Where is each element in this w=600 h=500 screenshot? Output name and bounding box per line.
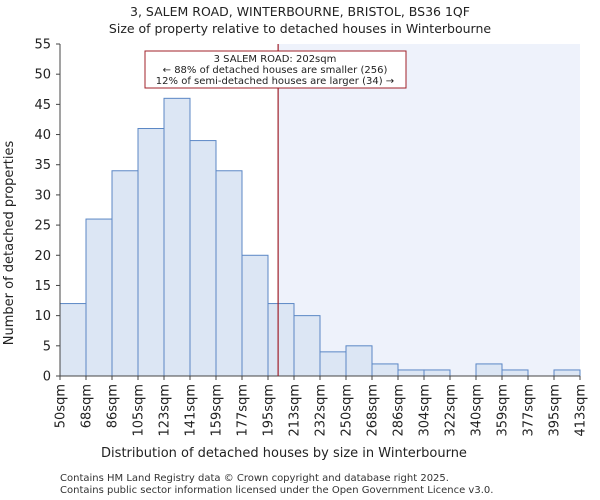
x-tick-label: 377sqm xyxy=(522,384,537,437)
histogram-bar xyxy=(59,303,87,377)
y-tick-label: 5 xyxy=(43,339,51,354)
histogram-bar xyxy=(111,170,139,377)
y-axis-title: Number of detached properties xyxy=(2,141,17,346)
histogram-bar xyxy=(371,363,399,377)
histogram-bar xyxy=(293,315,321,377)
x-tick-label: 159sqm xyxy=(210,384,225,437)
histogram-bar xyxy=(163,97,191,377)
y-tick-label: 30 xyxy=(34,188,51,203)
histogram-bar xyxy=(553,369,581,377)
x-tick-label: 50sqm xyxy=(54,384,69,428)
x-tick-label: 268sqm xyxy=(366,384,381,437)
histogram-bar xyxy=(267,303,295,377)
x-tick-label: 195sqm xyxy=(262,384,277,437)
x-tick-label: 68sqm xyxy=(80,384,95,428)
histogram-bar xyxy=(475,363,503,377)
y-tick-label: 40 xyxy=(34,128,51,143)
x-tick-label: 213sqm xyxy=(288,384,303,437)
y-tick-label: 55 xyxy=(34,38,51,53)
x-tick-label: 250sqm xyxy=(340,384,355,437)
y-tick-label: 20 xyxy=(34,249,51,264)
x-tick-label: 86sqm xyxy=(106,384,121,428)
annotation-box xyxy=(144,50,407,89)
histogram-bar xyxy=(423,369,451,377)
annotation-line-3: 12% of semi-detached houses are larger (… xyxy=(156,76,394,87)
histogram-bar xyxy=(215,170,243,377)
annotation-line-2: ← 88% of detached houses are smaller (25… xyxy=(163,65,388,76)
x-tick-label: 340sqm xyxy=(470,384,485,437)
y-tick-label: 0 xyxy=(43,370,51,385)
histogram-bar xyxy=(241,254,269,377)
y-tick-label: 25 xyxy=(34,219,51,234)
histogram-bar xyxy=(501,369,529,377)
chart-title-address: 3, SALEM ROAD, WINTERBOURNE, BRISTOL, BS… xyxy=(130,4,470,19)
x-tick-label: 359sqm xyxy=(496,384,511,437)
y-tick-label: 35 xyxy=(34,158,51,173)
footer-licence: Contains public sector information licen… xyxy=(60,485,494,496)
histogram-bar xyxy=(137,128,165,377)
x-axis-title: Distribution of detached houses by size … xyxy=(101,446,467,461)
chart-title: Size of property relative to detached ho… xyxy=(108,21,492,36)
y-tick-label: 10 xyxy=(34,309,51,324)
x-tick-label: 141sqm xyxy=(184,384,199,437)
x-tick-label: 304sqm xyxy=(418,384,433,437)
histogram-bar xyxy=(397,369,425,377)
y-tick-label: 15 xyxy=(34,279,51,294)
x-tick-label: 232sqm xyxy=(314,384,329,437)
x-tick-label: 177sqm xyxy=(236,384,251,437)
histogram-bar xyxy=(345,345,373,377)
histogram-bar xyxy=(85,218,113,377)
x-tick-label: 413sqm xyxy=(574,384,589,437)
larger-region-shade xyxy=(278,44,580,376)
x-tick-label: 322sqm xyxy=(444,384,459,437)
footer-copyright: Contains HM Land Registry data © Crown c… xyxy=(60,473,449,484)
x-tick-label: 123sqm xyxy=(158,384,173,437)
x-tick-label: 286sqm xyxy=(392,384,407,437)
y-tick-label: 45 xyxy=(34,98,51,113)
x-tick-label: 105sqm xyxy=(132,384,147,437)
histogram-bar xyxy=(189,140,217,377)
annotation-line-1: 3 SALEM ROAD: 202sqm xyxy=(214,54,337,65)
histogram-bar xyxy=(319,351,347,377)
x-tick-label: 395sqm xyxy=(548,384,563,437)
y-tick-label: 50 xyxy=(34,68,51,83)
